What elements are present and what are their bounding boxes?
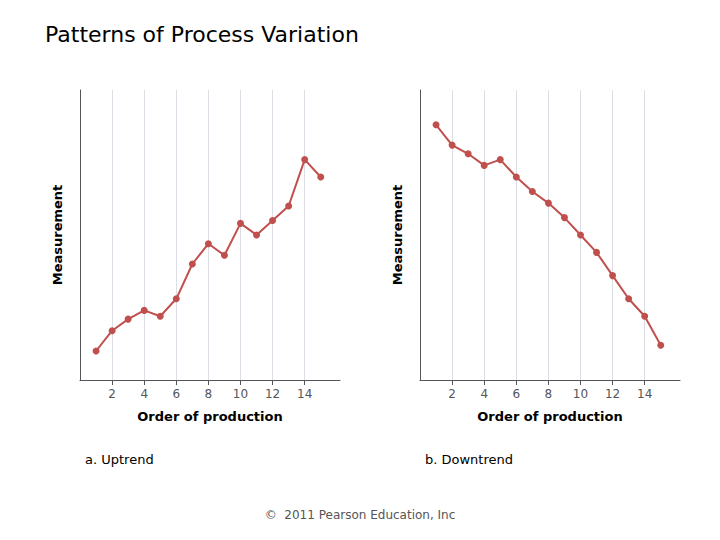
svg-text:14: 14	[637, 387, 652, 401]
svg-text:Order of production: Order of production	[137, 409, 282, 424]
svg-text:6: 6	[512, 387, 520, 401]
svg-text:8: 8	[545, 387, 553, 401]
svg-text:12: 12	[605, 387, 620, 401]
svg-text:12: 12	[265, 387, 280, 401]
svg-text:10: 10	[573, 387, 588, 401]
svg-text:Patterns of Process Variation: Patterns of Process Variation	[45, 22, 359, 47]
svg-text:2: 2	[108, 387, 116, 401]
svg-text:6: 6	[172, 387, 180, 401]
svg-text:2: 2	[448, 387, 456, 401]
svg-text:14: 14	[297, 387, 312, 401]
svg-text:Measurement: Measurement	[50, 185, 65, 286]
svg-text:Order of production: Order of production	[477, 409, 622, 424]
svg-text:10: 10	[233, 387, 248, 401]
svg-text:b. Downtrend: b. Downtrend	[425, 452, 513, 467]
svg-text:Measurement: Measurement	[390, 185, 405, 286]
svg-text:© 2011 Pearson Education, Inc: © 2011 Pearson Education, Inc	[265, 508, 456, 522]
svg-text:8: 8	[205, 387, 213, 401]
svg-text:4: 4	[480, 387, 488, 401]
svg-text:4: 4	[140, 387, 148, 401]
svg-text:a. Uptrend: a. Uptrend	[85, 452, 154, 467]
